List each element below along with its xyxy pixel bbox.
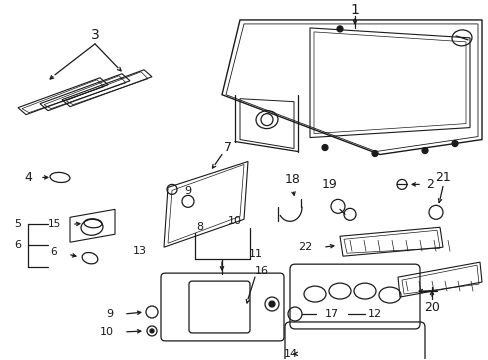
Text: 10: 10 <box>227 216 242 226</box>
Text: 6: 6 <box>15 240 21 250</box>
Text: 22: 22 <box>297 242 311 252</box>
Text: 3: 3 <box>90 28 99 42</box>
Text: 13: 13 <box>133 246 147 256</box>
Text: 18: 18 <box>285 173 300 186</box>
Text: 4: 4 <box>24 171 32 184</box>
Circle shape <box>371 150 377 157</box>
Text: 19: 19 <box>322 178 337 191</box>
Text: 7: 7 <box>224 141 231 154</box>
Text: 10: 10 <box>100 327 114 337</box>
Text: 17: 17 <box>325 309 339 319</box>
Text: 9: 9 <box>106 309 113 319</box>
Text: 12: 12 <box>367 309 381 319</box>
Text: 1: 1 <box>350 3 359 17</box>
Text: 6: 6 <box>51 247 57 257</box>
Circle shape <box>150 329 154 333</box>
Text: 5: 5 <box>15 219 21 229</box>
Text: 21: 21 <box>434 171 450 184</box>
Text: 15: 15 <box>47 219 61 229</box>
Circle shape <box>321 144 327 150</box>
Text: 16: 16 <box>254 266 268 276</box>
Text: 14: 14 <box>284 349 297 359</box>
Circle shape <box>268 301 274 307</box>
Text: 9: 9 <box>184 186 191 197</box>
Text: 20: 20 <box>423 301 439 314</box>
Circle shape <box>451 140 457 147</box>
Text: 2: 2 <box>425 178 433 191</box>
Text: 8: 8 <box>196 222 203 232</box>
Circle shape <box>336 26 342 32</box>
Text: 11: 11 <box>248 249 263 259</box>
Circle shape <box>421 148 427 153</box>
